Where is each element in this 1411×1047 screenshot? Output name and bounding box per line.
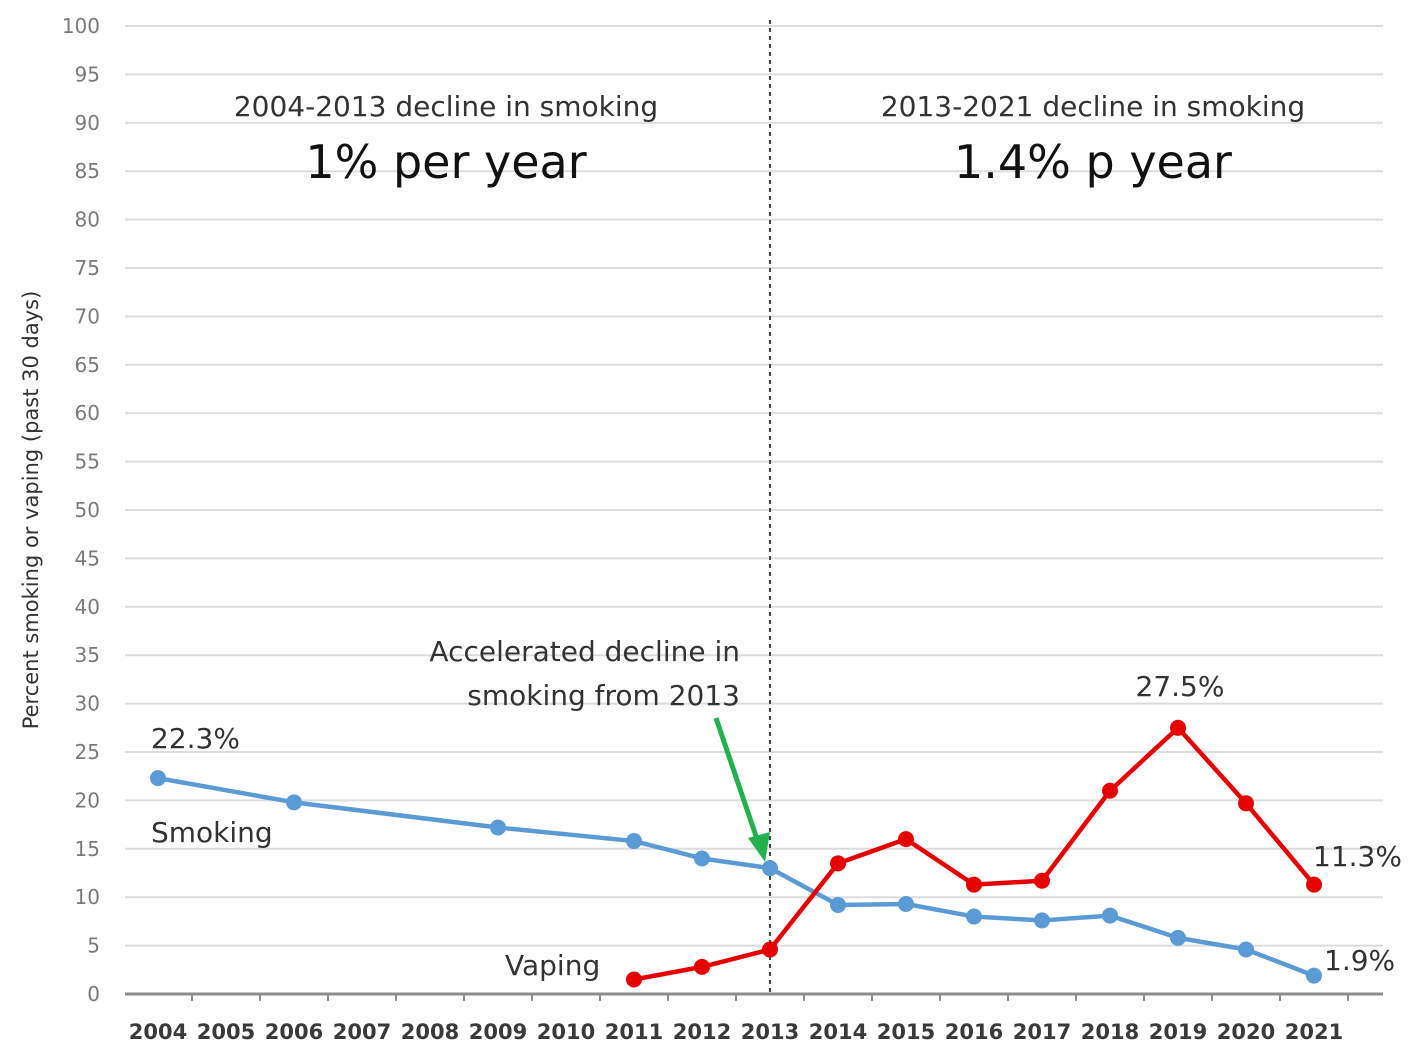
smoking-point-2016 (966, 908, 982, 925)
accelerated-note-line1: Accelerated decline in (429, 635, 740, 668)
smoking-point-2021 (1306, 967, 1322, 984)
vaping-point-2019 (1170, 719, 1186, 736)
x-tick-label: 2017 (1013, 1020, 1071, 1044)
smoking-end-value: 1.9% (1324, 944, 1395, 977)
accelerated-note-line2: smoking from 2013 (467, 679, 740, 712)
smoking-point-2014 (830, 896, 846, 913)
series (150, 719, 1322, 988)
smoking-point-2013 (762, 860, 778, 877)
vaping-series-label: Vaping (505, 949, 600, 982)
smoking-point-2020 (1238, 941, 1254, 958)
right-period-heading: 2013-2021 decline in smoking (881, 90, 1305, 123)
vaping-point-2012 (694, 958, 710, 975)
y-tick-label: 30 (75, 692, 100, 716)
y-tick-label: 35 (75, 643, 100, 667)
x-tick-label: 2005 (197, 1020, 255, 1044)
y-tick-label: 25 (75, 740, 100, 764)
smoking-point-2006 (286, 794, 302, 811)
smoking-point-2004 (150, 770, 166, 787)
x-tick-label: 2020 (1217, 1020, 1275, 1044)
x-tick-label: 2015 (877, 1020, 935, 1044)
vaping-point-2013 (762, 941, 778, 958)
x-tick-label: 2011 (605, 1020, 663, 1044)
left-period-heading: 2004-2013 decline in smoking (234, 90, 658, 123)
x-tick-label: 2007 (333, 1020, 391, 1044)
series-smoking (150, 770, 1322, 984)
grid-lines (125, 25, 1383, 947)
x-tick-label: 2019 (1149, 1020, 1207, 1044)
x-tick-label: 2010 (537, 1020, 595, 1044)
smoking-start-value: 22.3% (151, 722, 240, 755)
vaping-peak-value: 27.5% (1136, 670, 1225, 703)
x-tick-label: 2014 (809, 1020, 867, 1044)
vaping-point-2014 (830, 855, 846, 872)
y-tick-label: 70 (75, 304, 100, 328)
x-tick-label: 2016 (945, 1020, 1003, 1044)
y-tick-label: 100 (62, 14, 100, 38)
series-vaping (626, 719, 1322, 988)
y-tick-label: 85 (75, 159, 100, 183)
y-tick-label: 45 (75, 546, 100, 570)
y-tick-label: 5 (87, 934, 100, 958)
smoking-point-2011 (626, 833, 642, 850)
right-period-rate: 1.4% p year (954, 135, 1232, 189)
y-tick-label: 15 (75, 837, 100, 861)
x-tick-label: 2013 (741, 1020, 799, 1044)
y-tick-label: 55 (75, 450, 100, 474)
smoking-line (157, 775, 1315, 978)
left-period-rate: 1% per year (305, 135, 586, 189)
smoking-point-2019 (1170, 929, 1186, 946)
y-tick-label: 80 (75, 208, 100, 232)
smoking-point-2012 (694, 850, 710, 867)
green-arrow (713, 717, 770, 862)
vaping-point-2020 (1238, 795, 1254, 812)
vaping-point-2011 (626, 971, 642, 988)
y-tick-label: 20 (75, 788, 100, 812)
x-axis: 2004 2005 2006 2007 2008 2009 2010 2011 2012 2013… (125, 992, 1383, 1044)
x-tick-label: 2004 (129, 1020, 187, 1044)
vaping-point-2015 (898, 831, 914, 848)
vaping-point-2018 (1102, 782, 1118, 799)
y-tick-label: 0 (87, 982, 100, 1006)
x-tick-label: 2021 (1285, 1020, 1343, 1044)
x-tick-label: 2008 (401, 1020, 459, 1044)
y-tick-label: 95 (75, 62, 100, 86)
y-axis-ticks: 0 5 10 15 20 25 30 35 40 45 50 55 60 65 70 75 80 85 90 95 10… (62, 14, 100, 1006)
vaping-point-2016 (966, 876, 982, 893)
smoking-point-2018 (1102, 907, 1118, 924)
smoking-point-2015 (898, 895, 914, 912)
vaping-point-2017 (1034, 872, 1050, 889)
y-tick-label: 50 (75, 498, 100, 522)
smoking-point-2009 (490, 819, 506, 836)
y-tick-label: 90 (75, 111, 100, 135)
x-tick-label: 2012 (673, 1020, 731, 1044)
y-tick-label: 65 (75, 353, 100, 377)
y-tick-label: 60 (75, 401, 100, 425)
y-tick-label: 40 (75, 595, 100, 619)
smoking-series-label: Smoking (151, 816, 273, 849)
x-tick-label: 2009 (469, 1020, 527, 1044)
y-axis-label: Percent smoking or vaping (past 30 days) (19, 291, 43, 730)
vaping-end-value: 11.3% (1313, 840, 1402, 873)
x-tick-label: 2006 (265, 1020, 323, 1044)
y-tick-label: 75 (75, 256, 100, 280)
x-tick-label: 2018 (1081, 1020, 1139, 1044)
smoking-point-2017 (1034, 912, 1050, 929)
y-tick-label: 10 (75, 885, 100, 909)
vaping-point-2021 (1306, 876, 1322, 893)
